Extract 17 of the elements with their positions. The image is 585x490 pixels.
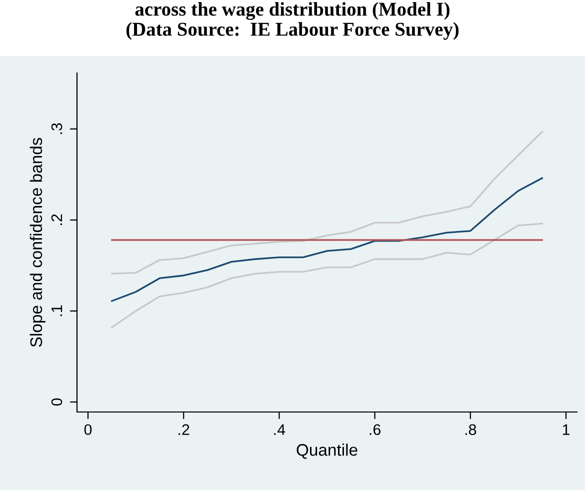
line-series xyxy=(111,130,543,275)
chart-subtitle: (Data Source: IE Labour Force Survey) xyxy=(126,22,459,40)
y-axis-title: Slope and confidence bands xyxy=(30,138,46,347)
x-tick-label: .8 xyxy=(465,424,476,436)
x-tick-label: 0 xyxy=(84,424,92,436)
x-tick-label: .4 xyxy=(274,424,286,435)
chart-title: across the wage distribution (Model I) xyxy=(135,2,450,20)
y-tick-label: .1 xyxy=(52,305,62,316)
x-tick-label: .6 xyxy=(370,424,380,436)
y-tick-label: .2 xyxy=(51,214,62,225)
y-tick-label: 0 xyxy=(51,398,62,406)
line-series xyxy=(111,222,543,328)
line-series xyxy=(111,177,543,302)
y-tick-label: .3 xyxy=(51,123,62,134)
x-tick-label: 1 xyxy=(562,424,570,435)
x-tick-label: .2 xyxy=(178,424,190,435)
x-axis-title: Quantile xyxy=(296,444,358,459)
